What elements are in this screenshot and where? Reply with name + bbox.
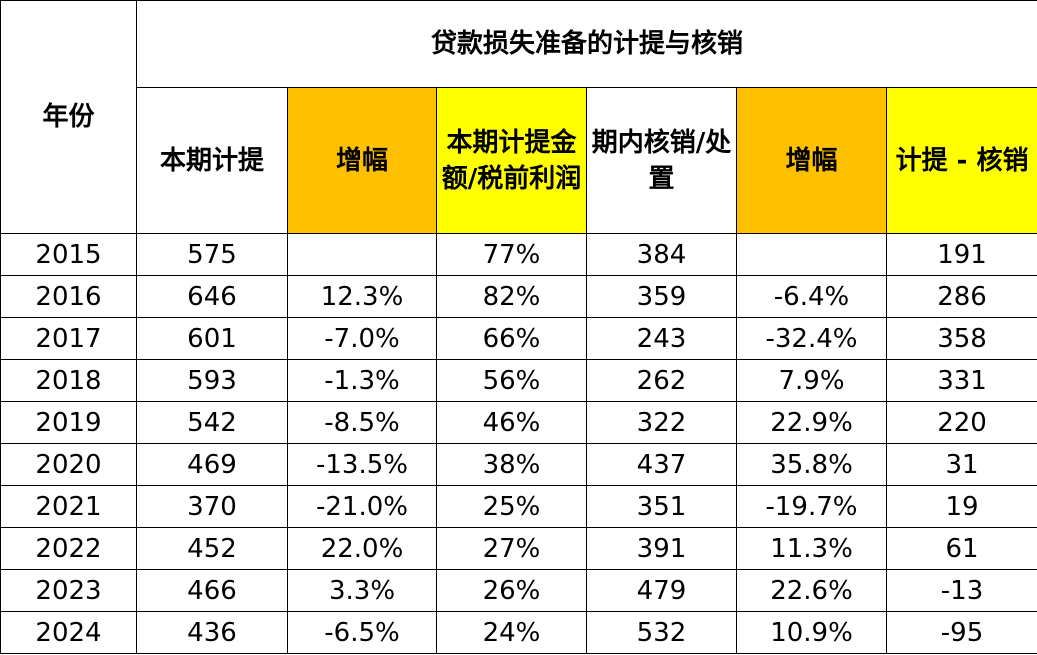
header-writeoff-growth: 增幅 [736, 87, 887, 234]
cell-provision: 370 [136, 485, 288, 528]
cell-writeoff-growth [736, 233, 887, 276]
cell-provision-ratio: 38% [436, 443, 587, 486]
cell-provision-growth: -21.0% [287, 485, 437, 528]
cell-net: 31 [885, 443, 1037, 486]
cell-provision-ratio: 27% [436, 527, 587, 570]
header-provision-growth: 增幅 [287, 87, 437, 234]
header-row-columns: 本期计提 增幅 本期计提金额/税前利润 期内核销/处置 增幅 计提 - 核销 [1, 87, 1037, 234]
cell-year: 2016 [0, 275, 137, 318]
cell-writeoff-growth: -32.4% [736, 317, 887, 360]
cell-year: 2019 [0, 401, 137, 444]
table-row: 2024 436 -6.5% 24% 532 10.9% -95 [0, 611, 1037, 654]
cell-year: 2015 [0, 233, 137, 276]
cell-provision-growth: 22.0% [287, 527, 437, 570]
cell-writeoff-growth: 11.3% [736, 527, 887, 570]
cell-provision-growth: -13.5% [287, 443, 437, 486]
header-writeoff-label: 期内核销/处置 [591, 127, 732, 194]
cell-writeoff-growth: 10.9% [736, 611, 887, 654]
cell-provision: 542 [136, 401, 288, 444]
cell-provision: 469 [136, 443, 288, 486]
cell-net: 358 [885, 317, 1037, 360]
cell-year: 2021 [0, 485, 137, 528]
cell-provision: 452 [136, 527, 288, 570]
cell-provision-ratio: 24% [436, 611, 587, 654]
cell-provision-ratio: 82% [436, 275, 587, 318]
cell-net: 220 [885, 401, 1037, 444]
cell-writeoff-growth: 22.9% [736, 401, 887, 444]
cell-provision: 593 [136, 359, 288, 402]
table-body: 2015 575 77% 384 191 2016 646 12.3% 82% … [0, 233, 1037, 654]
cell-net: 61 [885, 527, 1037, 570]
cell-writeoff-growth: -19.7% [736, 485, 887, 528]
cell-year: 2017 [0, 317, 137, 360]
header-row-group: 年份 贷款损失准备的计提与核销 [0, 0, 1037, 234]
cell-provision-growth: -6.5% [287, 611, 437, 654]
header-group-title: 贷款损失准备的计提与核销 [135, 0, 1037, 88]
cell-provision-growth: -8.5% [287, 401, 437, 444]
cell-provision-ratio: 77% [436, 233, 587, 276]
table-row: 2022 452 22.0% 27% 391 11.3% 61 [0, 527, 1037, 570]
cell-writeoff-growth: -6.4% [736, 275, 887, 318]
header-provision: 本期计提 [136, 87, 288, 234]
cell-provision-ratio: 46% [436, 401, 587, 444]
cell-net: -95 [885, 611, 1037, 654]
cell-writeoff: 359 [586, 275, 737, 318]
cell-provision-ratio: 56% [436, 359, 587, 402]
cell-writeoff-growth: 22.6% [736, 569, 887, 612]
cell-writeoff: 532 [586, 611, 737, 654]
header-writeoff: 期内核销/处置 [586, 87, 737, 234]
header-net: 计提 - 核销 [885, 87, 1037, 234]
header-provision-ratio-label: 本期计提金额/税前利润 [441, 127, 582, 194]
header-writeoff-growth-label: 增幅 [785, 145, 838, 176]
cell-provision: 436 [136, 611, 288, 654]
cell-writeoff: 384 [586, 233, 737, 276]
table-row: 2018 593 -1.3% 56% 262 7.9% 331 [0, 359, 1037, 402]
cell-net: 19 [885, 485, 1037, 528]
table-row: 2015 575 77% 384 191 [0, 233, 1037, 276]
cell-provision: 646 [136, 275, 288, 318]
cell-provision-growth [287, 233, 437, 276]
table-row: 2020 469 -13.5% 38% 437 35.8% 31 [0, 443, 1037, 486]
table-row: 2017 601 -7.0% 66% 243 -32.4% 358 [0, 317, 1037, 360]
cell-provision: 601 [136, 317, 288, 360]
cell-net: -13 [885, 569, 1037, 612]
table-row: 2016 646 12.3% 82% 359 -6.4% 286 [0, 275, 1037, 318]
table-row: 2021 370 -21.0% 25% 351 -19.7% 19 [0, 485, 1037, 528]
cell-provision-growth: 3.3% [287, 569, 437, 612]
table-row: 2023 466 3.3% 26% 479 22.6% -13 [0, 569, 1037, 612]
cell-writeoff: 262 [586, 359, 737, 402]
cell-provision-growth: -1.3% [287, 359, 437, 402]
header-net-label: 计提 - 核销 [895, 145, 1029, 176]
header-provision-label: 本期计提 [159, 145, 264, 176]
cell-writeoff: 322 [586, 401, 737, 444]
cell-writeoff-growth: 7.9% [736, 359, 887, 402]
cell-provision-growth: 12.3% [287, 275, 437, 318]
cell-writeoff-growth: 35.8% [736, 443, 887, 486]
cell-year: 2020 [0, 443, 137, 486]
cell-provision-growth: -7.0% [287, 317, 437, 360]
cell-writeoff: 351 [586, 485, 737, 528]
cell-year: 2018 [0, 359, 137, 402]
cell-provision: 466 [136, 569, 288, 612]
cell-writeoff: 391 [586, 527, 737, 570]
cell-year: 2023 [0, 569, 137, 612]
cell-writeoff: 437 [586, 443, 737, 486]
table-row: 2019 542 -8.5% 46% 322 22.9% 220 [0, 401, 1037, 444]
cell-net: 191 [885, 233, 1037, 276]
header-year: 年份 [0, 0, 137, 234]
cell-writeoff: 243 [586, 317, 737, 360]
cell-net: 286 [885, 275, 1037, 318]
cell-provision: 575 [136, 233, 288, 276]
cell-provision-ratio: 25% [436, 485, 587, 528]
header-provision-growth-label: 增幅 [335, 145, 388, 176]
cell-net: 331 [885, 359, 1037, 402]
cell-year: 2022 [0, 527, 137, 570]
header-provision-ratio: 本期计提金额/税前利润 [436, 87, 587, 234]
cell-writeoff: 479 [586, 569, 737, 612]
cell-provision-ratio: 26% [436, 569, 587, 612]
cell-year: 2024 [0, 611, 137, 654]
cell-provision-ratio: 66% [436, 317, 587, 360]
table-header: 年份 贷款损失准备的计提与核销 本期计提 增幅 本期计提金额/税前利润 期内核销… [0, 0, 1037, 234]
